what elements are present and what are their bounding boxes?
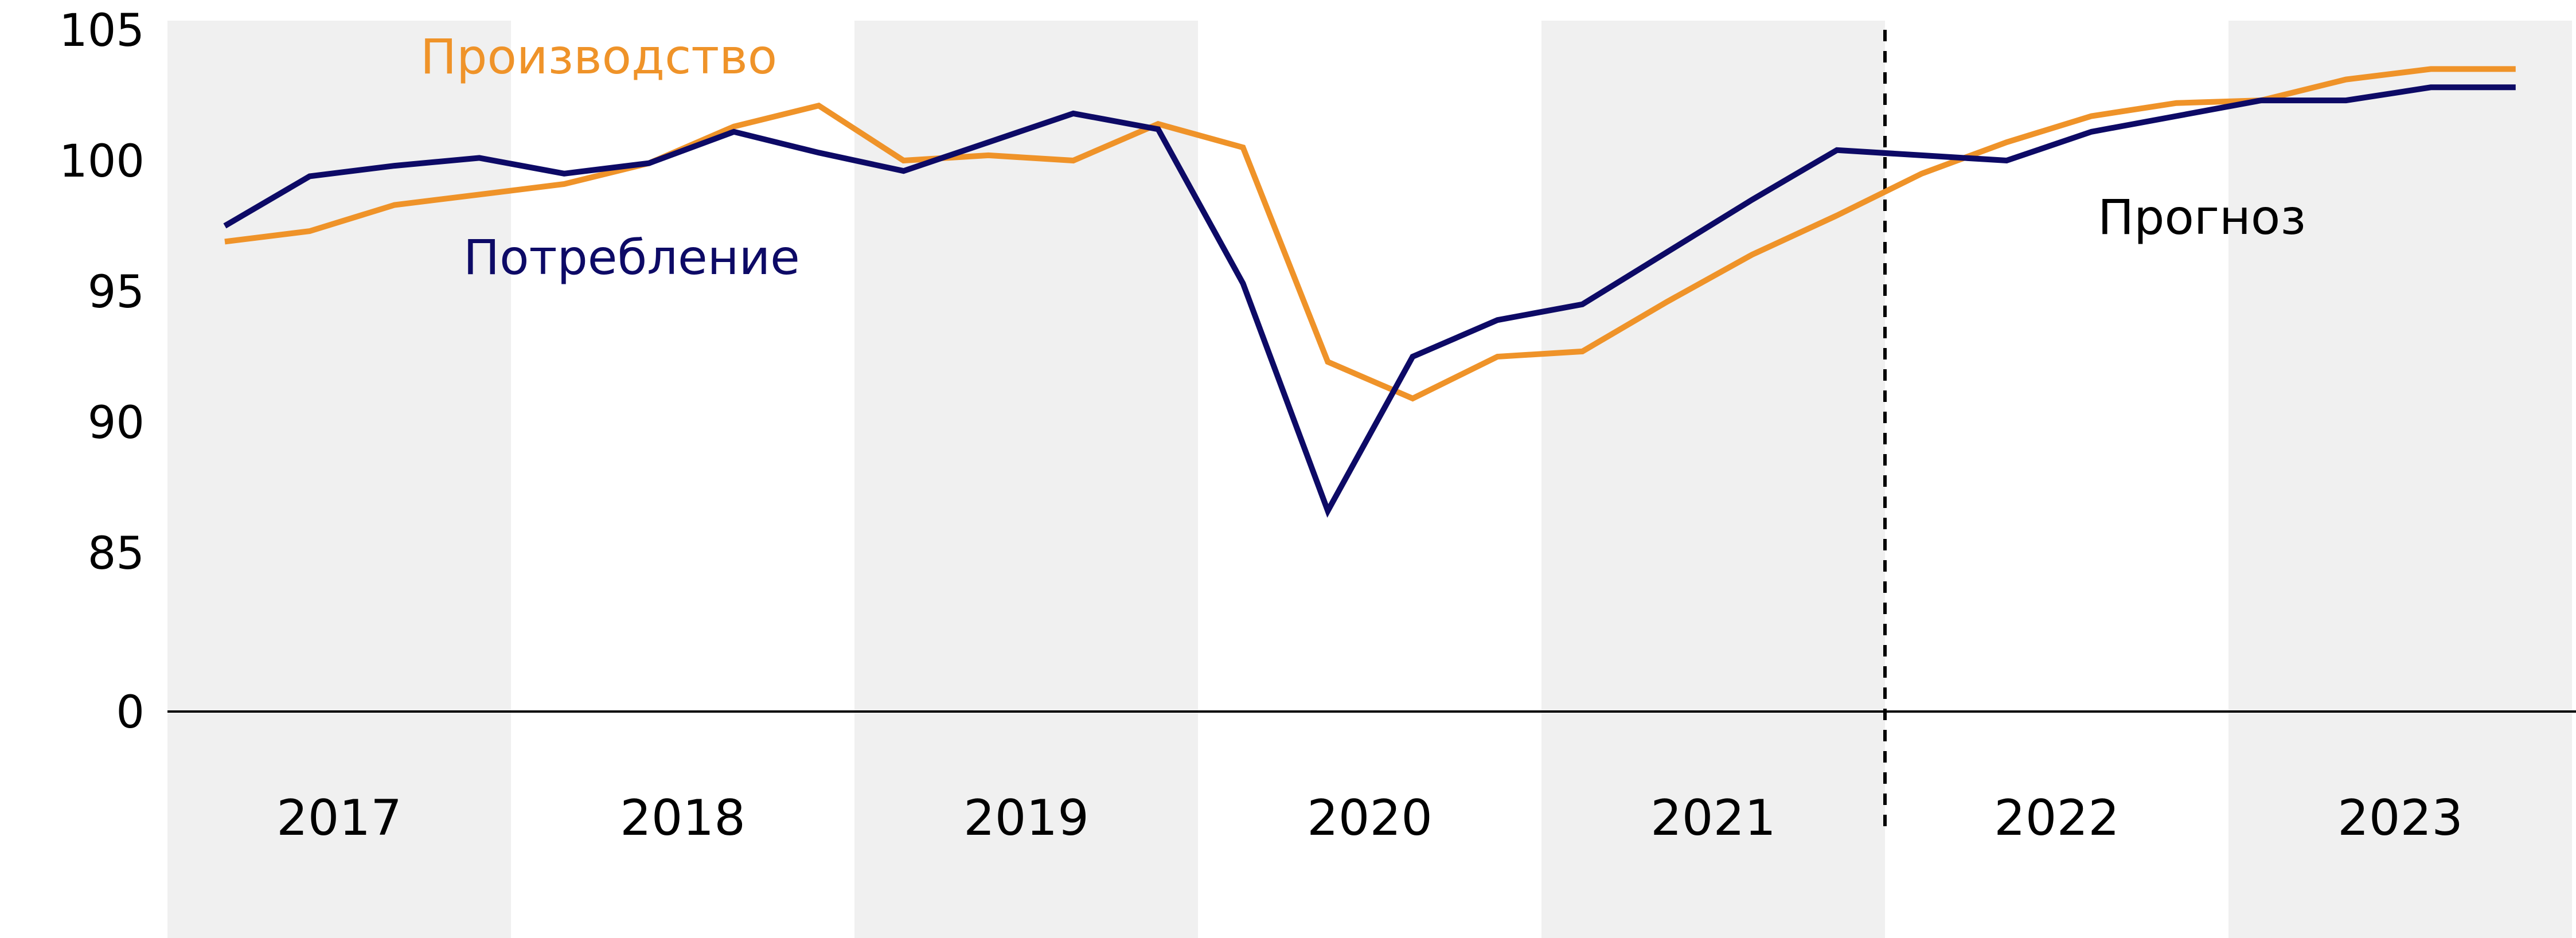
year-band-2021	[1541, 21, 1885, 938]
x-axis-year-labels: 2017 2018 2019 2020 2021 2022 2023	[276, 790, 2463, 847]
y-tick-label: 85	[88, 528, 145, 580]
y-tick-label: 0	[116, 687, 145, 738]
year-band-2019	[854, 21, 1198, 938]
x-tick-label-2022: 2022	[1994, 790, 2120, 847]
year-band-2023	[2228, 21, 2572, 938]
series-line-consumption	[223, 84, 2516, 518]
series-label-consumption: Потребление	[463, 229, 800, 286]
y-tick-label: 105	[59, 5, 145, 57]
series-line-production	[224, 66, 2516, 402]
series-label-production: Производство	[420, 29, 777, 85]
y-tick-label: 95	[88, 267, 145, 318]
y-axis-ticks: 105 100 95 90 85 0	[59, 5, 145, 738]
x-tick-label-2021: 2021	[1650, 790, 1776, 847]
series-lines	[223, 66, 2516, 518]
x-tick-label-2019: 2019	[963, 790, 1089, 847]
x-tick-label-2018: 2018	[620, 790, 746, 847]
y-tick-label: 100	[59, 136, 145, 187]
y-tick-label: 90	[88, 397, 145, 449]
x-tick-label-2020: 2020	[1307, 790, 1433, 847]
x-tick-label-2023: 2023	[2337, 790, 2463, 847]
forecast-label: Прогноз	[2098, 189, 2306, 245]
x-tick-label-2017: 2017	[276, 790, 402, 847]
